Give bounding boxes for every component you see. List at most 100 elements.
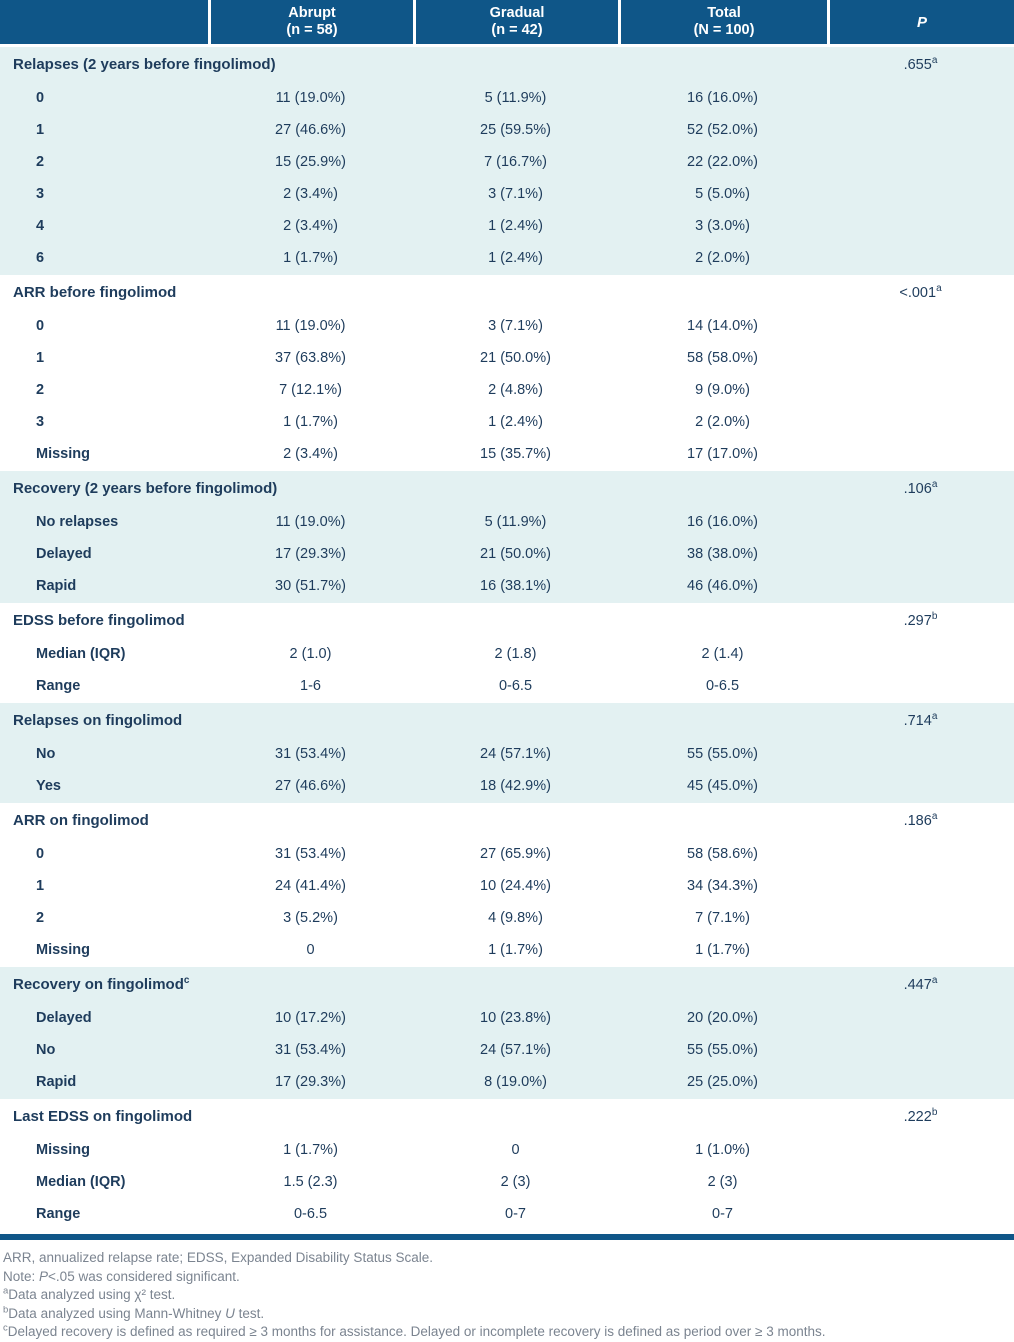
table-section: ARR on fingolimod .186a 0 31 (53.4%) 27 (65.… <box>0 803 1014 967</box>
p-value: .714a <box>903 710 938 729</box>
row-label: Missing <box>36 1142 90 1158</box>
cell-gradual: 0 <box>511 1142 520 1158</box>
cell-abrupt: 1-6 <box>300 678 321 694</box>
cell-gradual: 0-6.5 <box>498 678 533 694</box>
cell-total: 58 (58.6%) <box>687 846 758 862</box>
cell-total: 52 (52.0%) <box>687 122 758 138</box>
cell-total: 16 (16.0%) <box>687 514 758 530</box>
table-header: Abrupt (n = 58) Gradual (n = 42) Total (… <box>0 0 1014 47</box>
cell-abrupt: 11 (19.0%) <box>275 514 346 530</box>
row-label: Missing <box>36 942 90 958</box>
row-label: 0 <box>36 846 45 862</box>
cell-gradual: 5 (11.9%) <box>484 90 547 106</box>
table-section: ARR before fingolimod <.001a 0 11 (19.0%) 3 … <box>0 275 1014 471</box>
cell-total: 2 (3) <box>707 1174 738 1190</box>
table-row: 1 37 (63.8%) 21 (50.0%) 58 (58.0%) <box>0 342 1014 374</box>
table-row: 6 1 (1.7%) 1 (2.4%) 2 (2.0%) <box>0 242 1014 274</box>
cell-gradual: 1 (2.4%) <box>488 250 543 266</box>
cell-gradual: 10 (23.8%) <box>480 1010 551 1026</box>
table-row: 4 2 (3.4%) 1 (2.4%) 3 (3.0%) <box>0 210 1014 242</box>
row-label: No <box>36 746 56 762</box>
cell-abrupt: 11 (19.0%) <box>275 318 346 334</box>
cell-total: 38 (38.0%) <box>687 546 758 562</box>
cell-abrupt: 2 (1.0) <box>289 646 332 662</box>
cell-total: 45 (45.0%) <box>687 778 758 794</box>
cell-abrupt: 2 (3.4%) <box>283 186 338 202</box>
table-section: Recovery on fingolimodc .447a Delayed 10 (1… <box>0 967 1014 1099</box>
table-section: Relapses on fingolimod .714a No 31 (53.4%) 2… <box>0 703 1014 803</box>
cell-abrupt: 27 (46.6%) <box>275 778 346 794</box>
cell-abrupt: 7 (12.1%) <box>279 382 342 398</box>
header-p-label: P <box>916 13 927 31</box>
cell-total: 5 (5.0%) <box>695 186 750 202</box>
cell-abrupt: 11 (19.0%) <box>275 90 346 106</box>
table-row: 2 15 (25.9%) 7 (16.7%) 22 (22.0%) <box>0 146 1014 178</box>
cell-abrupt: 37 (63.8%) <box>275 350 346 366</box>
cell-gradual: 8 (19.0%) <box>484 1074 547 1090</box>
table-row: Range 1-6 0-6.5 0-6.5 <box>0 670 1014 702</box>
cell-gradual: 1 (2.4%) <box>488 414 543 430</box>
cell-abrupt: 3 (5.2%) <box>283 910 338 926</box>
table-row: 2 7 (12.1%) 2 (4.8%) 9 (9.0%) <box>0 374 1014 406</box>
table-row: Missing 2 (3.4%) 15 (35.7%) 17 (17.0%) <box>0 438 1014 470</box>
footnote: ARR, annualized relapse rate; EDSS, Expa… <box>3 1250 433 1265</box>
header-abrupt-line1: Abrupt <box>288 5 336 21</box>
row-label: Yes <box>36 778 61 794</box>
row-label: Median (IQR) <box>36 1174 126 1190</box>
row-label: 3 <box>36 414 45 430</box>
section-header-row: EDSS before fingolimod .297b <box>0 603 1014 638</box>
cell-total: 14 (14.0%) <box>687 318 758 334</box>
section-label: Recovery on fingolimodc <box>13 975 190 994</box>
cell-abrupt: 10 (17.2%) <box>275 1010 346 1026</box>
header-empty-cell <box>0 0 208 44</box>
cell-gradual: 27 (65.9%) <box>480 846 551 862</box>
table-section: Relapses (2 years before fingolimod) .655… <box>0 47 1014 275</box>
cell-total: 7 (7.1%) <box>695 910 750 926</box>
table-row: Rapid 30 (51.7%) 16 (38.1%) 46 (46.0%) <box>0 570 1014 602</box>
table-row: 3 1 (1.7%) 1 (2.4%) 2 (2.0%) <box>0 406 1014 438</box>
footnotes: ARR, annualized relapse rate; EDSS, Expa… <box>0 1240 1014 1342</box>
header-total: Total (N = 100) <box>618 0 827 44</box>
cell-abrupt: 17 (29.3%) <box>275 1074 346 1090</box>
cell-gradual: 1 (2.4%) <box>488 218 543 234</box>
cell-total: 55 (55.0%) <box>687 746 758 762</box>
cell-total: 1 (1.0%) <box>695 1142 750 1158</box>
header-gradual-line1: Gradual <box>489 5 545 21</box>
table-section: Recovery (2 years before fingolimod) .106… <box>0 471 1014 603</box>
cell-total: 25 (25.0%) <box>687 1074 758 1090</box>
cell-abrupt: 1 (1.7%) <box>283 250 338 266</box>
cell-total: 9 (9.0%) <box>695 382 750 398</box>
table-row: Median (IQR) 1.5 (2.3) 2 (3) 2 (3) <box>0 1166 1014 1198</box>
p-value: .297b <box>903 610 938 629</box>
cell-abrupt: 2 (3.4%) <box>283 446 338 462</box>
cell-gradual: 18 (42.9%) <box>480 778 551 794</box>
cell-gradual: 2 (3) <box>500 1174 531 1190</box>
cell-gradual: 3 (7.1%) <box>488 186 543 202</box>
table-row: Median (IQR) 2 (1.0) 2 (1.8) 2 (1.4) <box>0 638 1014 670</box>
cell-total: 55 (55.0%) <box>687 1042 758 1058</box>
section-header-row: Recovery on fingolimodc .447a <box>0 967 1014 1002</box>
table-row: Missing 0 1 (1.7%) 1 (1.7%) <box>0 934 1014 966</box>
cell-abrupt: 31 (53.4%) <box>275 1042 346 1058</box>
cell-abrupt: 1.5 (2.3) <box>283 1174 338 1190</box>
cell-abrupt: 1 (1.7%) <box>283 1142 338 1158</box>
footnote: aData analyzed using χ² test. <box>3 1285 176 1302</box>
section-label: Recovery (2 years before fingolimod) <box>13 480 278 497</box>
row-label: 0 <box>36 318 45 334</box>
cell-gradual: 1 (1.7%) <box>488 942 543 958</box>
row-label: No <box>36 1042 56 1058</box>
table-row: Missing 1 (1.7%) 0 1 (1.0%) <box>0 1134 1014 1166</box>
row-label: 2 <box>36 910 45 926</box>
table-row: Range 0-6.5 0-7 0-7 <box>0 1198 1014 1230</box>
row-label: 3 <box>36 186 45 202</box>
cell-total: 0-7 <box>712 1206 733 1222</box>
cell-abrupt: 30 (51.7%) <box>275 578 346 594</box>
cell-gradual: 4 (9.8%) <box>488 910 543 926</box>
row-label: Delayed <box>36 546 92 562</box>
table-row: No 31 (53.4%) 24 (57.1%) 55 (55.0%) <box>0 1034 1014 1066</box>
table-row: Delayed 10 (17.2%) 10 (23.8%) 20 (20.0%) <box>0 1002 1014 1034</box>
cell-total: 3 (3.0%) <box>695 218 750 234</box>
row-label: 4 <box>36 218 45 234</box>
footnote: bData analyzed using Mann-Whitney U test… <box>3 1304 265 1321</box>
